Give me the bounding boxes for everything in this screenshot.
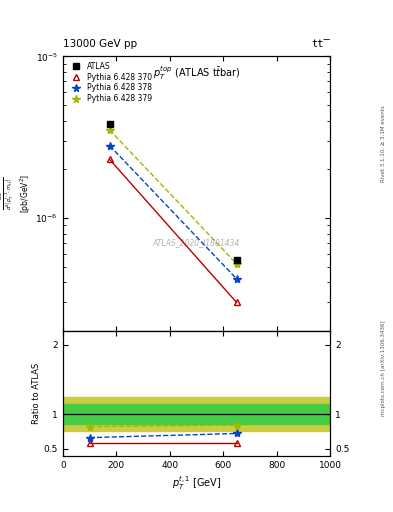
- Pythia 6.428 370: [234, 300, 239, 306]
- Y-axis label: $\frac{d\,\sigma^{tu}}{d^2\!\left(p_T^{t,1}\!\cdot m_{t\bar{t}}\right)}$
[pb/GeV: $\frac{d\,\sigma^{tu}}{d^2\!\left(p_T^{t…: [0, 174, 33, 213]
- Text: Rivet 3.1.10, ≥ 3.1M events: Rivet 3.1.10, ≥ 3.1M events: [381, 105, 386, 182]
- Pythia 6.428 370: [107, 156, 112, 162]
- Text: $p_T^{top}$ (ATLAS t$\bar{t}$bar): $p_T^{top}$ (ATLAS t$\bar{t}$bar): [152, 65, 241, 82]
- Line: Pythia 6.428 378: Pythia 6.428 378: [105, 141, 241, 283]
- Line: ATLAS: ATLAS: [106, 121, 240, 263]
- Text: mcplots.cern.ch [arXiv:1306.3436]: mcplots.cern.ch [arXiv:1306.3436]: [381, 321, 386, 416]
- Pythia 6.428 379: [234, 261, 239, 267]
- Text: ATLAS_2020_I1801434: ATLAS_2020_I1801434: [153, 239, 240, 247]
- Line: Pythia 6.428 379: Pythia 6.428 379: [105, 126, 241, 268]
- ATLAS: [234, 257, 239, 263]
- Text: tt̅: tt̅: [311, 38, 330, 49]
- Y-axis label: Ratio to ATLAS: Ratio to ATLAS: [32, 362, 41, 424]
- Pythia 6.428 378: [107, 142, 112, 148]
- ATLAS: [107, 121, 112, 127]
- Text: 13000 GeV pp: 13000 GeV pp: [63, 38, 137, 49]
- Pythia 6.428 378: [234, 276, 239, 282]
- Pythia 6.428 379: [107, 127, 112, 133]
- Legend: ATLAS, Pythia 6.428 370, Pythia 6.428 378, Pythia 6.428 379: ATLAS, Pythia 6.428 370, Pythia 6.428 37…: [67, 60, 153, 105]
- X-axis label: $p_T^{t,1}$ [GeV]: $p_T^{t,1}$ [GeV]: [172, 475, 221, 492]
- Line: Pythia 6.428 370: Pythia 6.428 370: [106, 156, 240, 306]
